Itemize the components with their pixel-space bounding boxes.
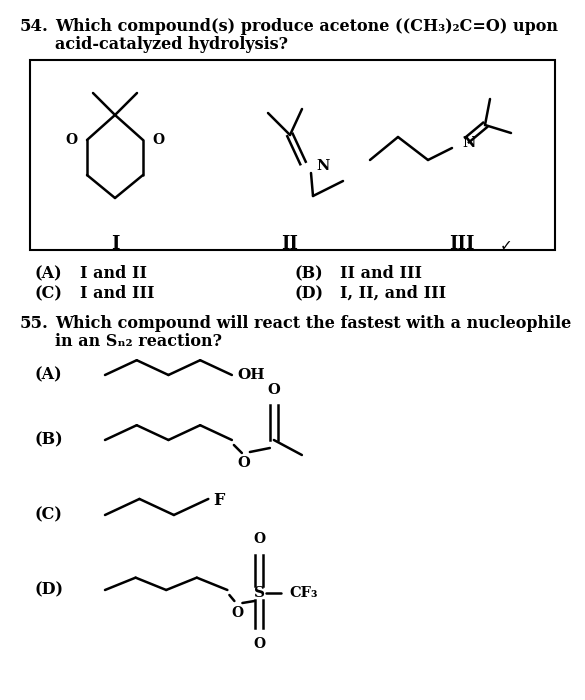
Bar <box>30 60 555 250</box>
Text: F: F <box>214 492 225 510</box>
Text: (C): (C) <box>35 507 63 524</box>
Text: O: O <box>238 456 250 470</box>
Text: ✓: ✓ <box>500 238 512 253</box>
Text: N: N <box>462 136 476 150</box>
Text: (D): (D) <box>35 582 64 598</box>
Text: I: I <box>111 235 119 253</box>
Text: O: O <box>267 383 280 397</box>
Text: I and II: I and II <box>80 265 147 282</box>
Text: CF₃: CF₃ <box>290 586 318 600</box>
Text: (A): (A) <box>35 367 63 384</box>
Text: in an Sₙ₂ reaction?: in an Sₙ₂ reaction? <box>55 333 222 350</box>
Text: (B): (B) <box>295 265 324 282</box>
Text: (A): (A) <box>35 265 63 282</box>
Text: O: O <box>66 133 78 147</box>
Text: N: N <box>316 159 329 173</box>
Text: II: II <box>281 235 298 253</box>
Text: S: S <box>254 586 265 600</box>
Text: Which compound will react the fastest with a nucleophile: Which compound will react the fastest wi… <box>55 315 571 332</box>
Text: (C): (C) <box>35 285 63 302</box>
Text: I, II, and III: I, II, and III <box>340 285 446 302</box>
Text: (B): (B) <box>35 431 64 449</box>
Text: O: O <box>152 133 164 147</box>
Text: O: O <box>253 532 266 546</box>
Text: 54.: 54. <box>20 18 49 35</box>
Text: II and III: II and III <box>340 265 422 282</box>
Text: OH: OH <box>237 368 264 382</box>
Text: 55.: 55. <box>20 315 49 332</box>
Text: O: O <box>231 606 243 620</box>
Text: I and III: I and III <box>80 285 154 302</box>
Text: Which compound(s) produce acetone ((CH₃)₂C=O) upon: Which compound(s) produce acetone ((CH₃)… <box>55 18 558 35</box>
Text: (D): (D) <box>295 285 324 302</box>
Text: acid-catalyzed hydrolysis?: acid-catalyzed hydrolysis? <box>55 36 288 53</box>
Text: O: O <box>253 637 266 651</box>
Text: III: III <box>449 235 475 253</box>
